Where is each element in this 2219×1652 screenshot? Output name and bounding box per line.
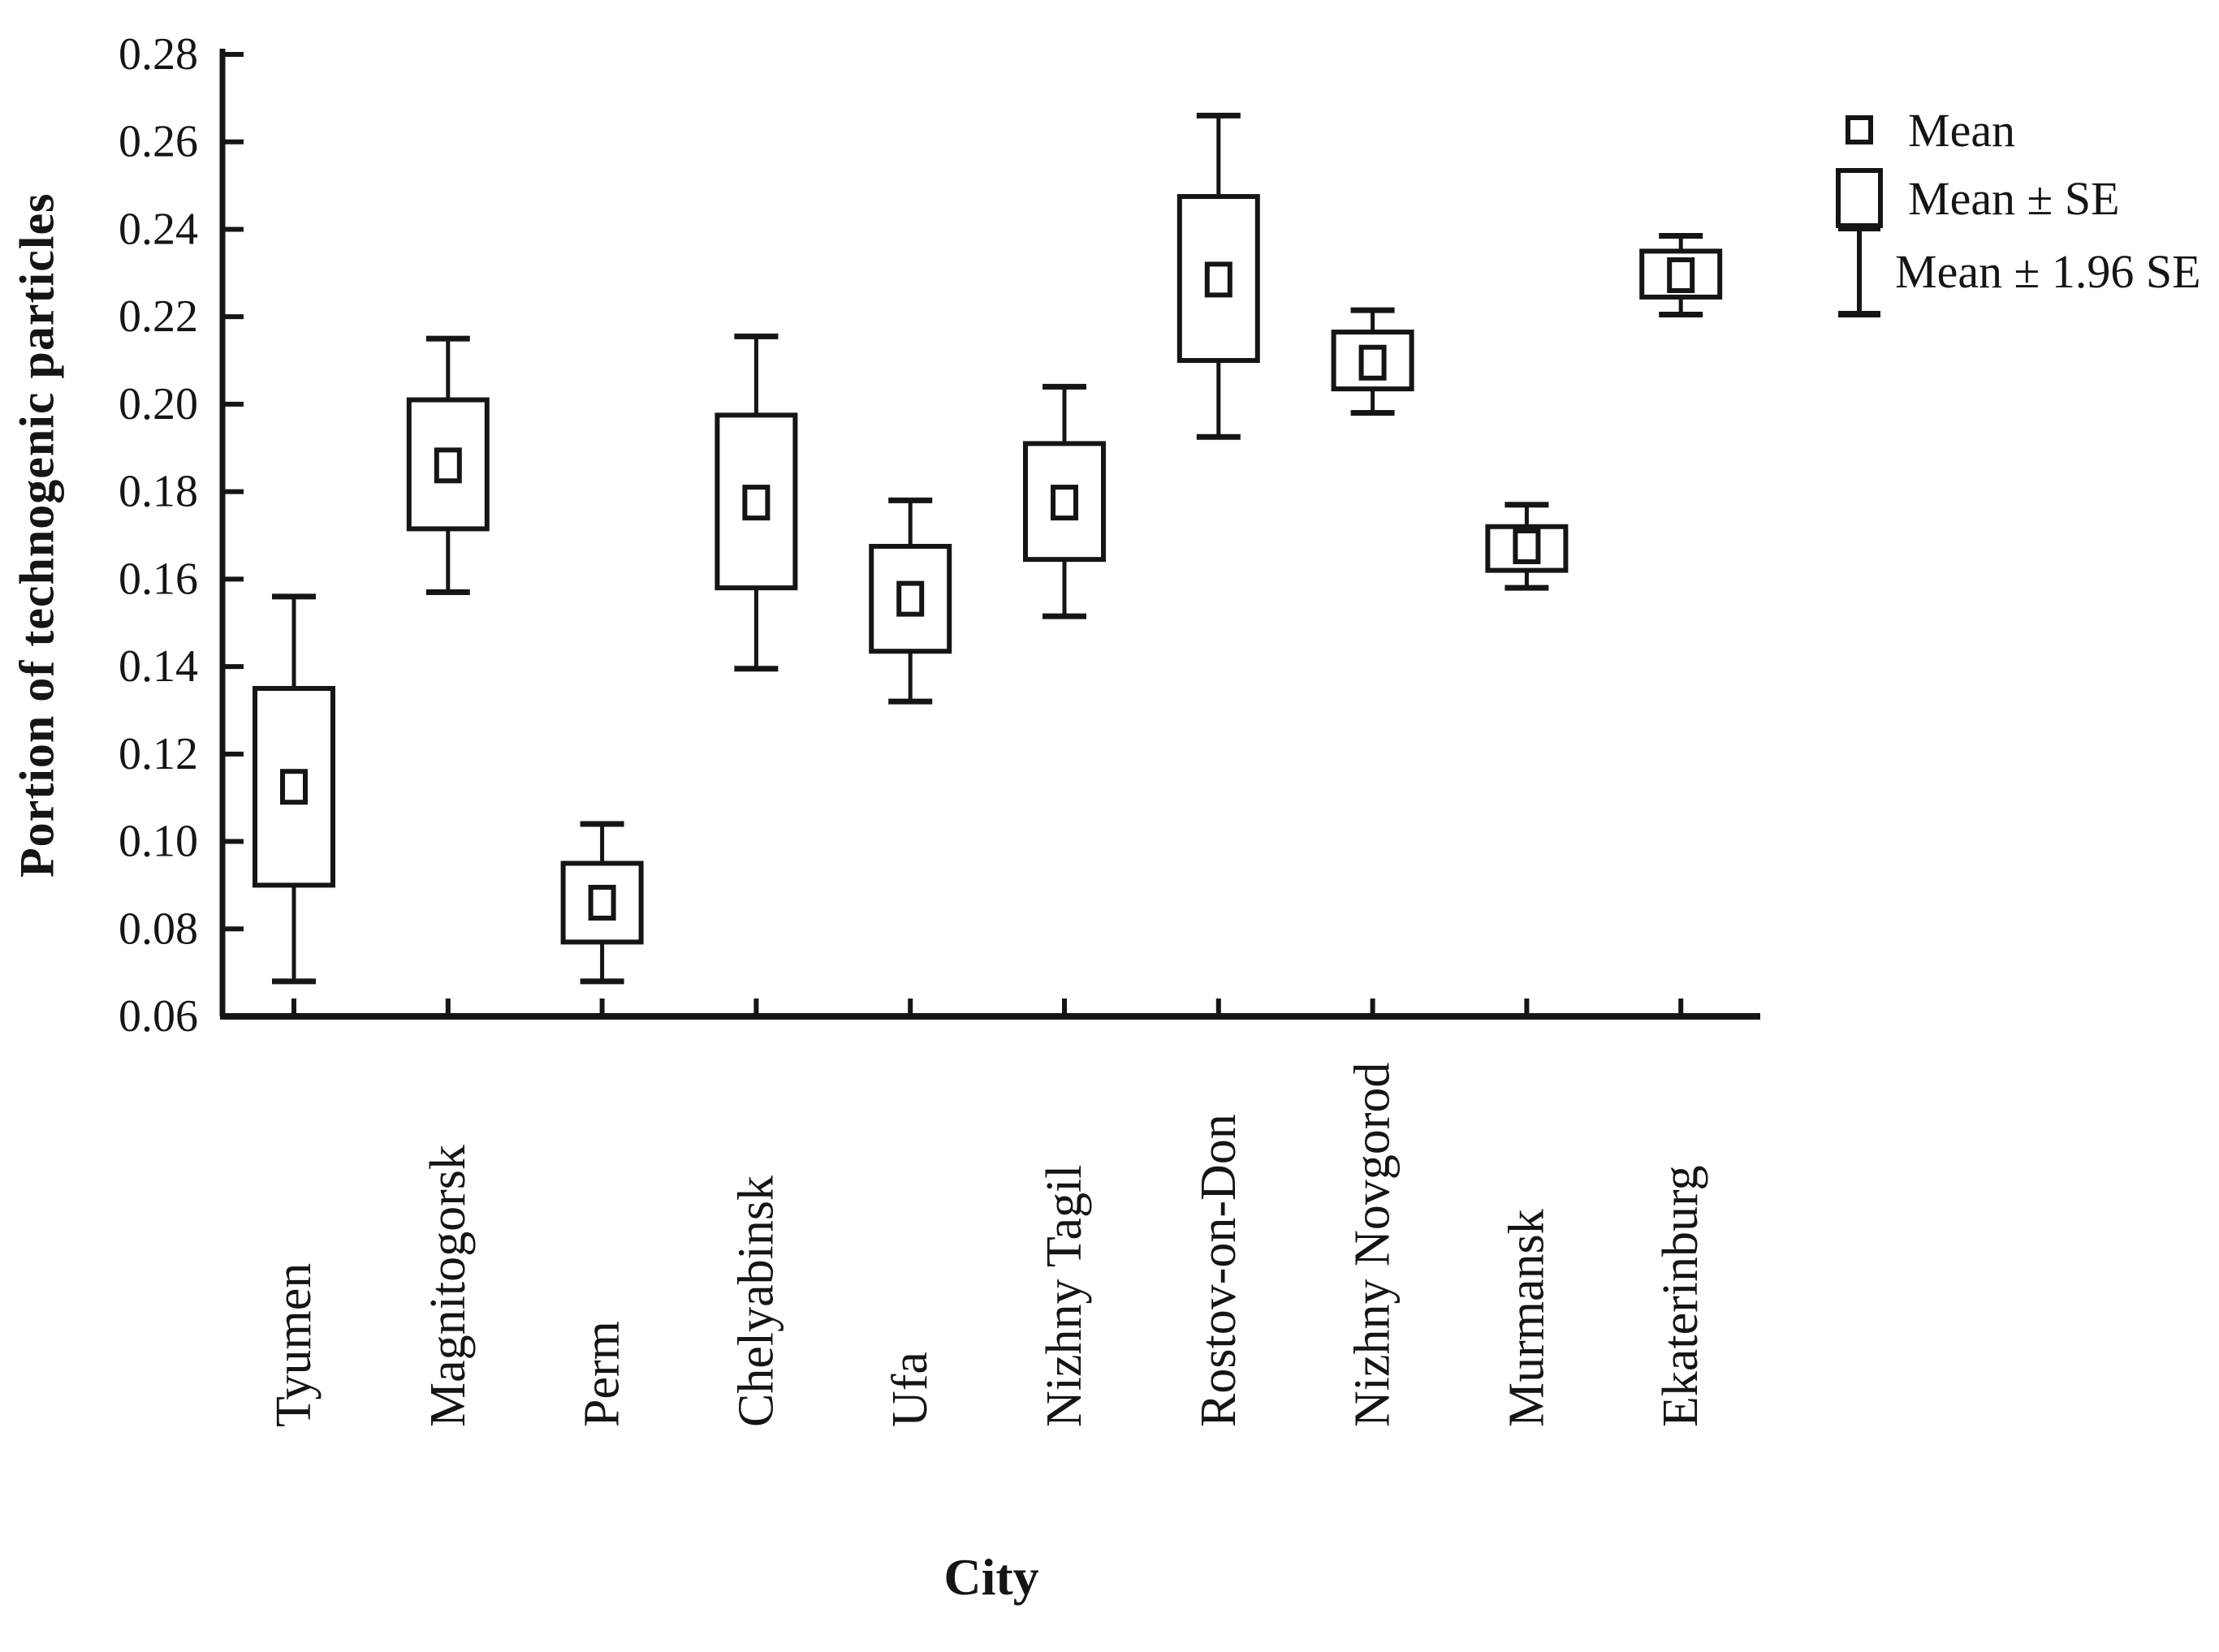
y-tick-label: 0.10 <box>119 817 198 867</box>
mean-marker <box>742 485 771 521</box>
mean-marker <box>1358 344 1387 381</box>
se-box-icon <box>1828 168 1890 228</box>
legend-label-mean-196se: Mean ± 1.96 SE <box>1895 244 2201 298</box>
mean-marker <box>1513 528 1541 564</box>
mean-square-icon <box>1828 115 1890 144</box>
mean-marker <box>1204 261 1233 298</box>
error-bar-icon <box>1828 223 1890 319</box>
x-category-label: Ekaterinburg <box>1653 1165 1708 1427</box>
y-tick-label: 0.14 <box>119 641 198 692</box>
x-category-label: Nizhny Tagil <box>1037 1165 1092 1427</box>
x-category-label: Murmansk <box>1499 1209 1554 1427</box>
y-tick-label: 0.20 <box>119 379 198 429</box>
legend-item-mean-196se: Mean ± 1.96 SE <box>1828 225 2210 317</box>
x-category-label: Rostov-on-Don <box>1191 1114 1246 1427</box>
legend-label-mean: Mean <box>1908 103 2016 157</box>
legend: Mean Mean ± SE Mean ± 1.96 SE <box>1828 96 2210 317</box>
y-tick-label: 0.26 <box>119 117 198 167</box>
y-tick-label: 0.06 <box>119 991 198 1042</box>
x-category-label: Chelyabinsk <box>728 1175 784 1427</box>
y-tick-label: 0.08 <box>119 904 198 954</box>
y-tick-label: 0.12 <box>119 729 198 779</box>
legend-item-mean: Mean <box>1828 96 2210 164</box>
x-category-label: Tyumen <box>266 1263 322 1427</box>
legend-item-mean-se: Mean ± SE <box>1828 164 2210 232</box>
y-tick-label: 0.28 <box>119 29 198 80</box>
x-category-label: Perm <box>575 1321 630 1427</box>
x-category-label: Magnitogorsk <box>421 1145 476 1427</box>
y-tick-label: 0.16 <box>119 554 198 604</box>
x-category-label: Ufa <box>883 1352 938 1427</box>
mean-marker <box>1051 485 1078 521</box>
y-tick-label: 0.24 <box>119 204 198 254</box>
mean-marker <box>434 447 462 484</box>
y-tick-label: 0.22 <box>119 291 198 342</box>
mean-marker <box>280 769 308 805</box>
mean-marker <box>588 884 616 921</box>
mean-marker <box>1667 257 1695 294</box>
legend-label-mean-se: Mean ± SE <box>1908 171 2120 225</box>
y-tick-label: 0.18 <box>119 467 198 517</box>
mean-marker <box>896 580 925 617</box>
x-category-label: Nizhny Novgorod <box>1345 1063 1401 1427</box>
x-axis-title: City <box>943 1548 1039 1606</box>
y-axis-title: Portion of technogenic particles <box>10 192 64 878</box>
